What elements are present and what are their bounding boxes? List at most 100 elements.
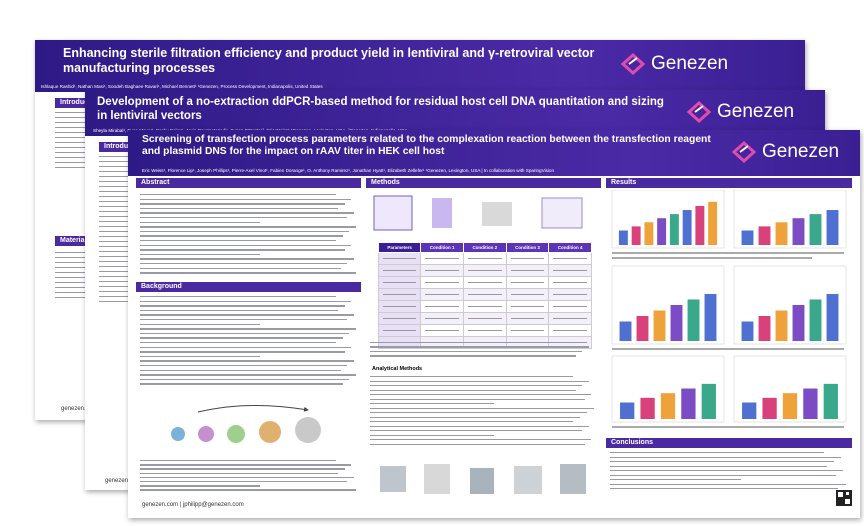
logo-icon (620, 52, 646, 76)
text-line (140, 258, 354, 260)
text-line (370, 346, 590, 348)
text-line (610, 488, 839, 490)
table-cell (505, 252, 550, 265)
text-line (140, 489, 356, 491)
text-line (610, 479, 741, 481)
poster-footer: genezen.com | jphilipp@genezen.com (142, 502, 244, 508)
chart-bar (741, 230, 754, 245)
logo-text: Genezen (717, 101, 795, 122)
text-line (140, 300, 352, 302)
table-cell (377, 264, 422, 277)
text-line (370, 342, 574, 344)
table-header-cell: Condition 1 (420, 242, 464, 253)
text-line (370, 376, 574, 378)
table-header: Parameters Condition 1 Condition 2 Conditio… (377, 242, 592, 253)
text-line (467, 269, 502, 272)
chart-bar (660, 393, 676, 419)
text-line (140, 374, 356, 376)
text-line (140, 249, 345, 251)
table-cell (548, 264, 592, 277)
chart-bar (741, 321, 754, 341)
text-line (553, 329, 587, 332)
text-line (140, 267, 341, 269)
logo-icon (686, 100, 712, 124)
section-heading: Background (136, 282, 361, 292)
figure (373, 195, 583, 231)
logo: Genezen (619, 52, 728, 76)
table-cell (548, 312, 592, 325)
chart-frame (611, 190, 725, 249)
poster-authors: Eric Weiss¹, Florence Lip¹, Joseph Phill… (142, 168, 555, 173)
table-header-cell: Parameters (377, 242, 422, 253)
logo-icon (731, 140, 757, 164)
chart-bar (809, 299, 822, 341)
text-line (140, 217, 348, 219)
text-line (467, 329, 502, 332)
text-line (425, 317, 459, 320)
text-line (140, 383, 343, 385)
table-cell (462, 252, 507, 265)
text-line (140, 460, 337, 462)
text-line (140, 472, 339, 474)
chart-bar (669, 214, 679, 245)
poster-title: Screening of transfection process parame… (142, 134, 711, 158)
text-line (140, 272, 356, 274)
text-line (140, 203, 345, 205)
table-header-cell: Condition 2 (462, 242, 507, 253)
table-cell (420, 264, 464, 277)
text-line (370, 434, 495, 436)
figure (171, 404, 321, 443)
chart-bar (762, 397, 777, 419)
text-line (610, 456, 841, 458)
caption (612, 426, 844, 428)
text-line (370, 394, 592, 396)
text-line (383, 269, 417, 272)
subheading: Analytical Methods (372, 366, 423, 372)
text-line (383, 305, 417, 308)
caption (612, 257, 812, 259)
chart-bar (792, 304, 805, 341)
chart-bar (620, 402, 635, 419)
text-line (140, 244, 352, 246)
text-line (553, 293, 587, 296)
text-line (610, 483, 846, 485)
text-line (425, 281, 459, 284)
text-line (383, 293, 417, 296)
text-line (140, 323, 260, 325)
chart-bar (695, 205, 705, 245)
text-line (140, 332, 350, 335)
chart-bar (619, 321, 632, 341)
table-cell (377, 288, 422, 301)
table-cell (377, 312, 422, 325)
text-line (467, 305, 502, 308)
text-line (140, 221, 260, 223)
table-cell (505, 300, 550, 313)
table-cell (548, 252, 592, 265)
table-cell (462, 300, 507, 313)
text-line (510, 281, 545, 284)
table-cell (377, 252, 422, 265)
chart-bar (826, 293, 839, 341)
table-cell (420, 312, 464, 325)
chart-bar (653, 310, 666, 341)
table-row (377, 252, 592, 265)
text-line (370, 389, 576, 391)
text-line (425, 329, 459, 332)
text-line (140, 481, 348, 483)
text-line (370, 385, 583, 387)
chart-bar (782, 393, 798, 419)
poster-title: Enhancing sterile filtration efficiency … (63, 46, 595, 75)
table-cell (377, 276, 422, 289)
text-line (140, 263, 348, 265)
text-line (370, 421, 574, 423)
text-line (370, 350, 583, 353)
chart-bar (823, 383, 838, 419)
chart-bar (758, 226, 771, 245)
text-line (370, 403, 495, 405)
text-line (383, 317, 417, 320)
text-line (140, 355, 260, 358)
text-line (370, 412, 587, 414)
poster-footer: genezen.com (105, 478, 142, 484)
table-cell (420, 300, 464, 313)
table-cell (548, 288, 592, 301)
